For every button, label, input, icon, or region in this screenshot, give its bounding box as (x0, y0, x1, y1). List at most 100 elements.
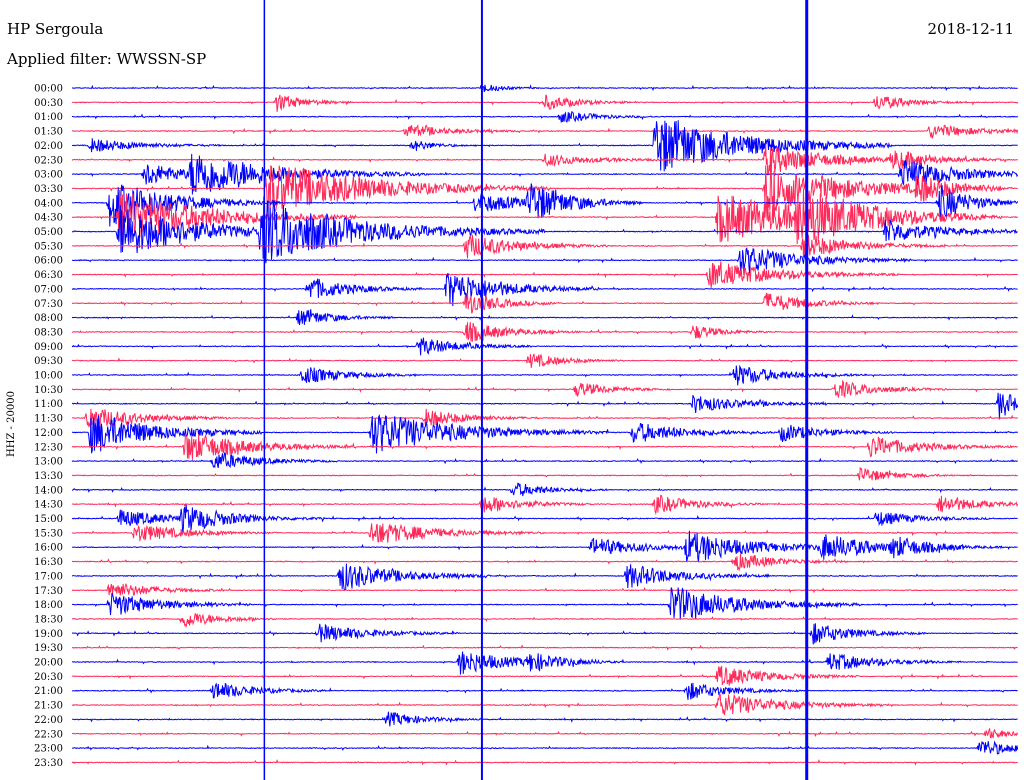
trace-row (71, 651, 1018, 675)
trace-row (72, 682, 1018, 700)
row-time-label: 13:30 (34, 471, 63, 482)
row-time-label: 13:00 (34, 457, 63, 468)
row-time-label: 05:30 (34, 241, 63, 252)
row-time-label: 02:30 (34, 155, 63, 166)
row-time-label: 17:30 (34, 586, 63, 597)
trace-row (71, 120, 1018, 172)
row-time-label: 15:30 (34, 528, 63, 539)
row-time-label: 04:30 (34, 213, 63, 224)
trace-row (71, 309, 1018, 326)
row-time-label: 02:00 (34, 141, 63, 152)
row-time-label: 11:30 (34, 414, 63, 425)
trace-row (71, 644, 1018, 651)
row-time-label: 21:30 (34, 701, 63, 712)
trace-row (71, 188, 1018, 245)
trace-row (71, 183, 1019, 227)
row-time-label: 09:30 (34, 356, 63, 367)
row-time-label: 04:00 (34, 198, 63, 209)
trace-row (71, 482, 1018, 497)
trace-row (71, 413, 1019, 454)
trace-row (71, 665, 1018, 686)
row-time-label: 23:00 (34, 744, 63, 755)
trace-row (71, 273, 1018, 307)
trace-row (71, 408, 1018, 429)
trace-row (71, 693, 1018, 716)
row-time-label: 16:30 (34, 557, 63, 568)
trace-row (72, 740, 1019, 755)
row-time-label: 01:30 (34, 127, 63, 138)
trace-row (71, 758, 1018, 766)
trace-row (71, 523, 1019, 543)
row-time-label: 05:00 (34, 227, 63, 238)
row-time-label: 08:00 (34, 313, 63, 324)
row-time-label: 19:00 (34, 629, 63, 640)
row-time-label: 12:00 (34, 428, 63, 439)
row-time-label: 03:00 (34, 170, 63, 181)
trace-row (71, 563, 1018, 591)
trace-row (71, 261, 1018, 288)
row-time-label: 09:00 (34, 342, 63, 353)
row-time-label: 18:30 (34, 614, 63, 625)
trace-row (71, 433, 1018, 460)
trace-row (71, 623, 1018, 645)
trace-row (71, 452, 1018, 469)
row-time-label: 00:00 (34, 84, 63, 95)
trace-row (71, 587, 1018, 620)
trace-row (71, 494, 1019, 516)
row-time-label: 12:30 (34, 442, 63, 453)
trace-row (71, 364, 1018, 386)
row-time-label: 10:00 (34, 371, 63, 382)
trace-row (71, 728, 1019, 739)
row-time-label: 23:30 (34, 758, 63, 769)
row-time-label: 17:00 (34, 571, 63, 582)
trace-row (71, 504, 1018, 533)
trace-row (72, 196, 1018, 264)
row-time-label: 07:00 (34, 284, 63, 295)
row-time-label: 20:00 (34, 658, 63, 669)
filter-label: Applied filter: WWSSN-SP (7, 50, 207, 68)
trace-row (71, 379, 1018, 399)
trace-row (71, 94, 1019, 112)
row-time-label: 21:00 (34, 686, 63, 697)
row-time-label: 08:30 (34, 327, 63, 338)
vertical-spike-group (263, 0, 809, 780)
row-time-label: 20:30 (34, 672, 63, 683)
trace-row (71, 144, 1018, 176)
trace-row (71, 553, 1018, 572)
station-title: HP Sergoula (7, 20, 104, 38)
trace-row (71, 392, 1019, 420)
channel-label: HHZ - 20000 (6, 391, 17, 457)
row-time-label: 07:30 (34, 299, 63, 310)
row-time-label: 15:00 (34, 514, 63, 525)
trace-row (72, 321, 1018, 342)
plot-date: 2018-12-11 (927, 20, 1014, 38)
trace-group (71, 84, 1019, 766)
trace-row (71, 353, 1018, 368)
trace-row (71, 711, 1018, 727)
trace-row (71, 247, 1018, 276)
row-time-label: 19:30 (34, 643, 63, 654)
trace-row (71, 234, 1019, 259)
row-time-label: 06:30 (34, 270, 63, 281)
row-time-label: 18:00 (34, 600, 63, 611)
trace-row (71, 530, 1018, 562)
row-time-label: 16:00 (34, 543, 63, 554)
row-time-label: 22:00 (34, 715, 63, 726)
row-time-label: 10:30 (34, 385, 63, 396)
trace-row (71, 583, 1018, 596)
row-time-label: 03:30 (34, 184, 63, 195)
row-time-label: 14:00 (34, 485, 63, 496)
trace-row (71, 292, 1018, 314)
trace-row (71, 111, 1019, 123)
trace-row (71, 164, 1018, 216)
trace-row (71, 84, 1018, 92)
trace-row (71, 337, 1018, 356)
row-time-label: 22:30 (34, 729, 63, 740)
trace-row (71, 123, 1019, 139)
time-tick-group: 00:00 00:30 01:00 01:30 02:00 02:30 03:00 03:30… (34, 84, 63, 769)
trace-row (71, 466, 1019, 481)
row-time-label: 01:00 (34, 112, 63, 123)
row-time-label: 14:30 (34, 500, 63, 511)
trace-row (71, 612, 1018, 628)
